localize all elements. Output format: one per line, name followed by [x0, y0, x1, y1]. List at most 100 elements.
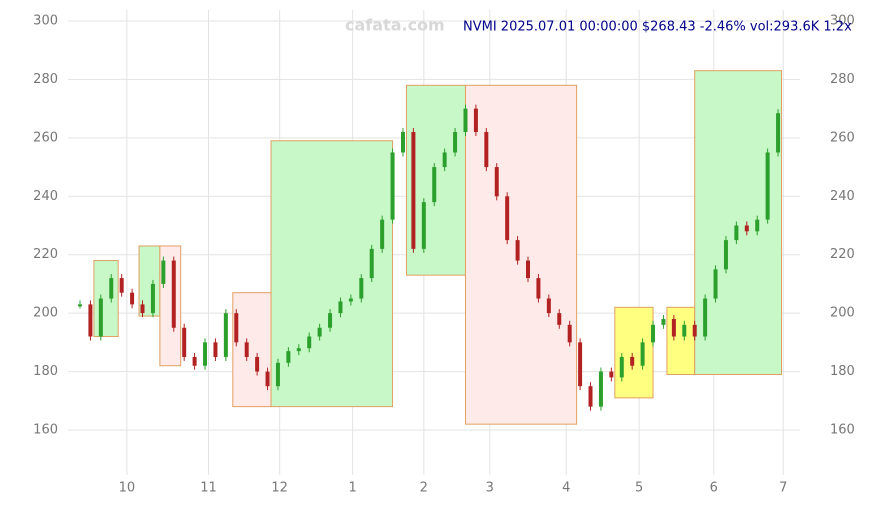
candle: [453, 132, 458, 153]
candle: [692, 324, 697, 337]
candle: [567, 324, 572, 343]
price-box: [232, 292, 272, 408]
candle: [765, 152, 770, 220]
candle: [265, 371, 270, 387]
candle: [109, 278, 114, 299]
candle: [192, 356, 197, 366]
candle: [275, 362, 280, 387]
candle: [203, 342, 208, 366]
candle: [161, 260, 166, 284]
price-box: [694, 70, 783, 375]
y-tick-label: 220: [33, 247, 58, 262]
candle: [213, 342, 218, 357]
y-tick-label-right: 200: [830, 306, 855, 321]
candle: [630, 356, 635, 366]
candle: [348, 298, 353, 302]
candle: [557, 313, 562, 325]
candle: [432, 167, 437, 203]
candle: [588, 386, 593, 407]
candle: [98, 298, 103, 337]
candle: [369, 248, 374, 279]
candle: [244, 342, 249, 357]
y-tick-label-right: 160: [830, 423, 855, 438]
candle: [328, 313, 333, 328]
candle: [598, 371, 603, 407]
candle: [296, 348, 301, 352]
candle: [640, 342, 645, 366]
price-box: [93, 260, 119, 338]
candle: [411, 132, 416, 249]
candle: [484, 132, 489, 168]
candle: [130, 292, 135, 305]
candle: [755, 219, 760, 232]
candle: [390, 152, 395, 220]
candle: [317, 327, 322, 337]
candle: [661, 318, 666, 325]
candle: [578, 342, 583, 387]
price-box: [270, 140, 394, 408]
y-tick-label: 260: [33, 130, 58, 145]
x-tick-label: 11: [200, 481, 217, 496]
candle: [400, 132, 405, 153]
candle: [78, 304, 82, 307]
y-tick-label: 240: [33, 189, 58, 204]
candle: [463, 108, 468, 133]
candle: [473, 108, 478, 133]
candle: [150, 283, 155, 314]
candle: [494, 167, 499, 197]
price-box: [614, 306, 654, 399]
candle: [359, 278, 364, 299]
candle: [515, 240, 520, 261]
y-tick-label: 280: [33, 72, 58, 87]
candle: [140, 304, 145, 314]
candle: [536, 278, 541, 299]
candle: [88, 304, 93, 337]
candle: [713, 269, 718, 299]
y-tick-label: 180: [33, 364, 58, 379]
candle: [421, 202, 426, 249]
candle: [234, 313, 239, 343]
candle: [703, 298, 708, 337]
y-tick-label-right: 300: [830, 14, 855, 29]
candle: [546, 298, 551, 314]
x-tick-label: 4: [562, 481, 570, 496]
candle: [255, 356, 260, 372]
y-tick-label-right: 240: [830, 189, 855, 204]
x-tick-label: 7: [779, 481, 787, 496]
x-tick-label: 12: [271, 481, 288, 496]
candle: [442, 152, 447, 168]
candle: [526, 260, 531, 279]
candle: [619, 356, 624, 378]
candle: [286, 351, 291, 363]
x-tick-label: 1: [348, 481, 356, 496]
candle: [505, 196, 510, 241]
candle: [776, 113, 781, 153]
candle: [744, 225, 749, 232]
y-tick-label-right: 260: [830, 130, 855, 145]
candle: [723, 240, 728, 270]
candle: [734, 225, 739, 241]
candle: [380, 219, 385, 249]
candle: [307, 336, 312, 349]
candle: [223, 313, 228, 357]
candle: [609, 371, 614, 378]
x-tick-label: 6: [710, 481, 718, 496]
x-tick-label: 3: [486, 481, 494, 496]
candle: [119, 278, 124, 293]
candle: [682, 324, 687, 337]
y-tick-label: 160: [33, 423, 58, 438]
candle: [671, 318, 676, 337]
y-tick-label: 200: [33, 306, 58, 321]
candle: [338, 301, 343, 314]
x-tick-label: 2: [420, 481, 428, 496]
price-box: [666, 306, 696, 375]
chart-title: NVMI 2025.07.01 00:00:00 $268.43 -2.46% …: [463, 20, 852, 35]
y-tick-label-right: 180: [830, 364, 855, 379]
candle: [182, 327, 187, 357]
x-tick-label: 10: [119, 481, 136, 496]
y-tick-label-right: 280: [830, 72, 855, 87]
price-box: [464, 84, 578, 425]
candle: [651, 324, 656, 343]
x-tick-label: 5: [635, 481, 643, 496]
